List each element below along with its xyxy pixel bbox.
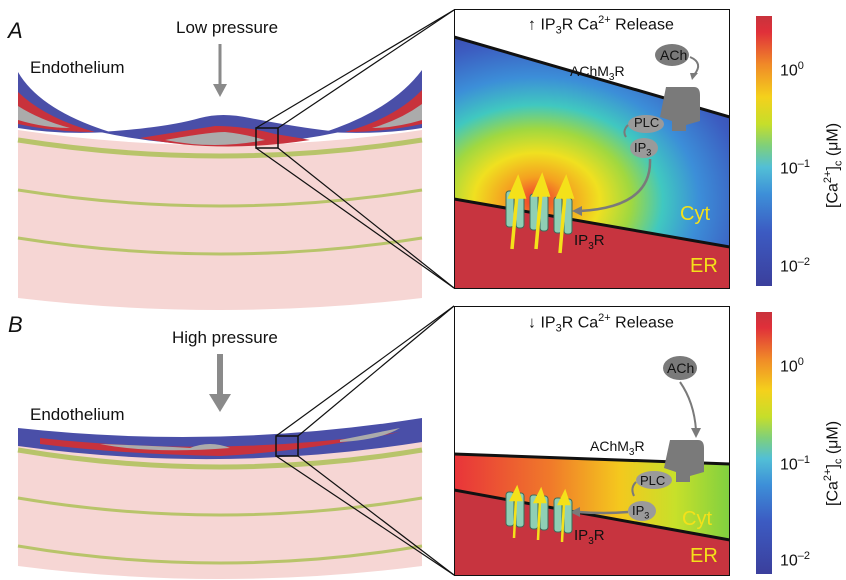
colorbar-b-tick-0: 100 [780,356,804,376]
receptor-label-a: AChM3R [570,63,625,83]
plc-label-b: PLC [640,473,666,488]
er-membrane-a [454,197,730,249]
inset-b-frame [454,306,730,576]
inset-a-frame [454,9,730,289]
ip3-label-a: IP3 [634,140,652,158]
ip3r-channels-a [505,190,573,235]
inset-a-title: ↑ IP3R Ca2+ Release [528,14,674,37]
colorbar-a [756,16,772,286]
endothelium-label-a: Endothelium [30,58,125,77]
colorbar-a-tick-2: 10–2 [780,256,811,276]
pressure-arrow-a [213,44,227,97]
er-label-b: ER [690,545,718,567]
zoom-box-a [255,127,279,149]
ip3r-label-b: IP3R [574,527,605,547]
inset-a [454,9,730,289]
inset-b [454,306,730,576]
cyt-label-b: Cyt [682,508,712,530]
panel-a-letter: A [8,18,23,43]
cyt-label-a: Cyt [680,203,710,225]
zoom-box-b [275,435,299,457]
receptor-label-b: AChM3R [590,438,645,458]
ip3-label-b: IP3 [632,503,650,521]
elastic-line-2-b [17,544,423,565]
ach-label-b: ACh [667,360,695,376]
smooth-muscle-tissue-a [18,130,422,310]
elastic-line-2-a [17,236,423,256]
endothelium-label-b: Endothelium [30,405,125,424]
ach-label-a: ACh [660,47,688,63]
ach-molecule-b [663,356,697,380]
plc-enzyme-b [636,471,672,489]
inset-b-title: ↓ IP3R Ca2+ Release [528,312,674,335]
ach-receptor-b [664,440,704,482]
ip3-molecule-b [628,501,656,521]
ca-flux-arrows-a [507,172,575,254]
elastic-line-1-b [17,496,423,517]
ip3r-channels-b [505,491,573,534]
colorbar-a-tick-1: 10–1 [780,158,811,178]
plc-label-a: PLC [634,115,660,130]
colorbar-b [756,312,772,574]
er-label-a: ER [690,255,718,277]
ach-molecule-a [655,44,689,66]
ip3r-label-a: IP3R [574,232,605,252]
pressure-label-a: Low pressure [176,18,279,37]
colorbar-b-axis-label: [Ca2+]c (μM) [822,420,845,506]
colorbar-b-tick-2: 10–2 [780,550,811,570]
colorbar-a-tick-0: 100 [780,60,804,80]
elastic-lamina-b [17,447,423,470]
pressure-arrow-b [209,354,231,412]
panel-b-letter: B [8,312,23,337]
ip3-molecule-a [630,138,658,158]
ca-flux-arrows-b [508,484,571,543]
pressure-label-b: High pressure [172,328,278,347]
plc-enzyme-a [628,115,664,133]
elastic-lamina-a [17,137,423,159]
elastic-line-1-a [17,188,423,208]
colorbar-b-tick-1: 10–1 [780,454,811,474]
ach-receptor-a [660,87,700,131]
ip3-path-arrow-a [579,158,652,213]
er-membrane-b [454,488,730,542]
ip3-path-arrow-b [577,510,629,515]
